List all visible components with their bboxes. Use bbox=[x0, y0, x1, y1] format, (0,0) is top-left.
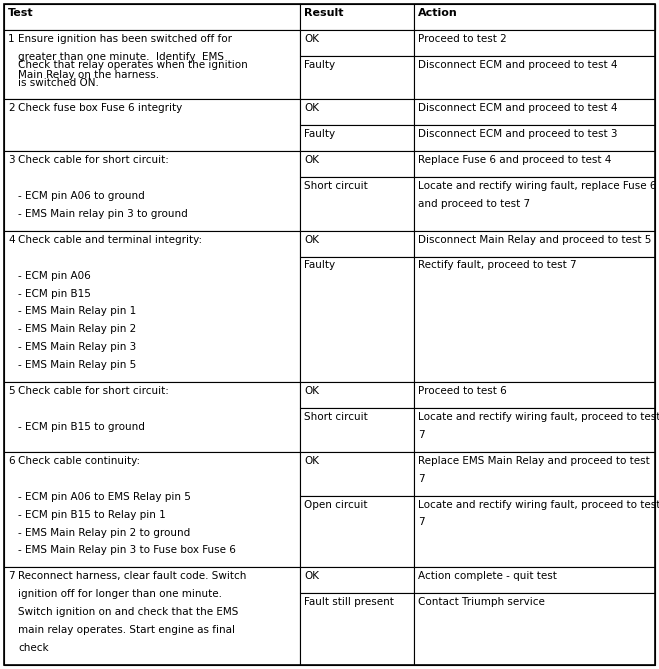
Text: Action: Action bbox=[418, 8, 458, 18]
Text: Replace EMS Main Relay and proceed to test: Replace EMS Main Relay and proceed to te… bbox=[418, 456, 650, 466]
Text: Open circuit: Open circuit bbox=[304, 500, 368, 510]
Text: - ECM pin B15 to Relay pin 1: - ECM pin B15 to Relay pin 1 bbox=[18, 510, 166, 520]
Text: Main Relay on the harness.: Main Relay on the harness. bbox=[18, 70, 159, 80]
Text: is switched ON.: is switched ON. bbox=[18, 78, 99, 88]
Text: Short circuit: Short circuit bbox=[304, 181, 368, 191]
Text: Test: Test bbox=[8, 8, 34, 18]
Text: 1: 1 bbox=[8, 33, 14, 43]
Text: OK: OK bbox=[304, 155, 319, 165]
Text: Locate and rectify wiring fault, proceed to test: Locate and rectify wiring fault, proceed… bbox=[418, 500, 659, 510]
Text: 4: 4 bbox=[8, 235, 14, 245]
Text: OK: OK bbox=[304, 571, 319, 581]
Text: - EMS Main Relay pin 3: - EMS Main Relay pin 3 bbox=[18, 343, 136, 353]
Text: - ECM pin B15: - ECM pin B15 bbox=[18, 288, 91, 298]
Text: 7: 7 bbox=[418, 517, 425, 527]
Text: check: check bbox=[18, 643, 49, 653]
Text: - EMS Main Relay pin 2: - EMS Main Relay pin 2 bbox=[18, 324, 136, 334]
Text: Check fuse box Fuse 6 integrity: Check fuse box Fuse 6 integrity bbox=[18, 103, 183, 113]
Text: Fault still present: Fault still present bbox=[304, 597, 394, 607]
Text: Result: Result bbox=[304, 8, 344, 18]
Text: Disconnect ECM and proceed to test 4: Disconnect ECM and proceed to test 4 bbox=[418, 103, 617, 113]
Text: - EMS Main relay pin 3 to ground: - EMS Main relay pin 3 to ground bbox=[18, 209, 188, 219]
Text: Faulty: Faulty bbox=[304, 60, 335, 70]
Text: 7: 7 bbox=[8, 571, 14, 581]
Text: Replace Fuse 6 and proceed to test 4: Replace Fuse 6 and proceed to test 4 bbox=[418, 155, 612, 165]
Text: 7: 7 bbox=[418, 430, 425, 440]
Text: Switch ignition on and check that the EMS: Switch ignition on and check that the EM… bbox=[18, 607, 239, 617]
Text: Check cable continuity:: Check cable continuity: bbox=[18, 456, 140, 466]
Text: OK: OK bbox=[304, 235, 319, 245]
Text: Disconnect ECM and proceed to test 3: Disconnect ECM and proceed to test 3 bbox=[418, 129, 617, 139]
Text: - EMS Main Relay pin 5: - EMS Main Relay pin 5 bbox=[18, 361, 136, 371]
Text: OK: OK bbox=[304, 33, 319, 43]
Text: OK: OK bbox=[304, 386, 319, 396]
Text: Locate and rectify wiring fault, replace Fuse 6: Locate and rectify wiring fault, replace… bbox=[418, 181, 656, 191]
Text: Disconnect ECM and proceed to test 4: Disconnect ECM and proceed to test 4 bbox=[418, 60, 617, 70]
Text: OK: OK bbox=[304, 456, 319, 466]
Text: Disconnect Main Relay and proceed to test 5: Disconnect Main Relay and proceed to tes… bbox=[418, 235, 652, 245]
Text: and proceed to test 7: and proceed to test 7 bbox=[418, 199, 530, 209]
Text: Check that relay operates when the ignition: Check that relay operates when the ignit… bbox=[18, 60, 248, 70]
Text: Short circuit: Short circuit bbox=[304, 412, 368, 422]
Text: - EMS Main Relay pin 3 to Fuse box Fuse 6: - EMS Main Relay pin 3 to Fuse box Fuse … bbox=[18, 545, 236, 555]
Text: Locate and rectify wiring fault, proceed to test: Locate and rectify wiring fault, proceed… bbox=[418, 412, 659, 422]
Text: Faulty: Faulty bbox=[304, 129, 335, 139]
Text: Rectify fault, proceed to test 7: Rectify fault, proceed to test 7 bbox=[418, 260, 577, 270]
Text: - EMS Main Relay pin 2 to ground: - EMS Main Relay pin 2 to ground bbox=[18, 528, 190, 537]
Text: 3: 3 bbox=[8, 155, 14, 165]
Text: Check cable for short circuit:: Check cable for short circuit: bbox=[18, 155, 169, 165]
Text: Proceed to test 6: Proceed to test 6 bbox=[418, 386, 507, 396]
Text: - ECM pin B15 to ground: - ECM pin B15 to ground bbox=[18, 422, 145, 432]
Text: main relay operates. Start engine as final: main relay operates. Start engine as fin… bbox=[18, 625, 235, 635]
Text: Action complete - quit test: Action complete - quit test bbox=[418, 571, 557, 581]
Text: Contact Triumph service: Contact Triumph service bbox=[418, 597, 545, 607]
Text: Reconnect harness, clear fault code. Switch: Reconnect harness, clear fault code. Swi… bbox=[18, 571, 246, 581]
Text: Proceed to test 2: Proceed to test 2 bbox=[418, 33, 507, 43]
Text: Check cable for short circuit:: Check cable for short circuit: bbox=[18, 386, 169, 396]
Text: Ensure ignition has been switched off for: Ensure ignition has been switched off fo… bbox=[18, 33, 232, 43]
Text: 6: 6 bbox=[8, 456, 14, 466]
Text: greater than one minute.  Identify  EMS: greater than one minute. Identify EMS bbox=[18, 52, 224, 62]
Text: OK: OK bbox=[304, 103, 319, 113]
Text: 5: 5 bbox=[8, 386, 14, 396]
Text: 7: 7 bbox=[418, 474, 425, 484]
Text: Check cable and terminal integrity:: Check cable and terminal integrity: bbox=[18, 235, 202, 245]
Text: Faulty: Faulty bbox=[304, 260, 335, 270]
Text: ignition off for longer than one minute.: ignition off for longer than one minute. bbox=[18, 589, 222, 599]
Text: - ECM pin A06 to ground: - ECM pin A06 to ground bbox=[18, 191, 145, 201]
Text: - EMS Main Relay pin 1: - EMS Main Relay pin 1 bbox=[18, 306, 136, 316]
Text: - ECM pin A06: - ECM pin A06 bbox=[18, 270, 91, 280]
Text: - ECM pin A06 to EMS Relay pin 5: - ECM pin A06 to EMS Relay pin 5 bbox=[18, 492, 191, 502]
Text: 2: 2 bbox=[8, 103, 14, 113]
